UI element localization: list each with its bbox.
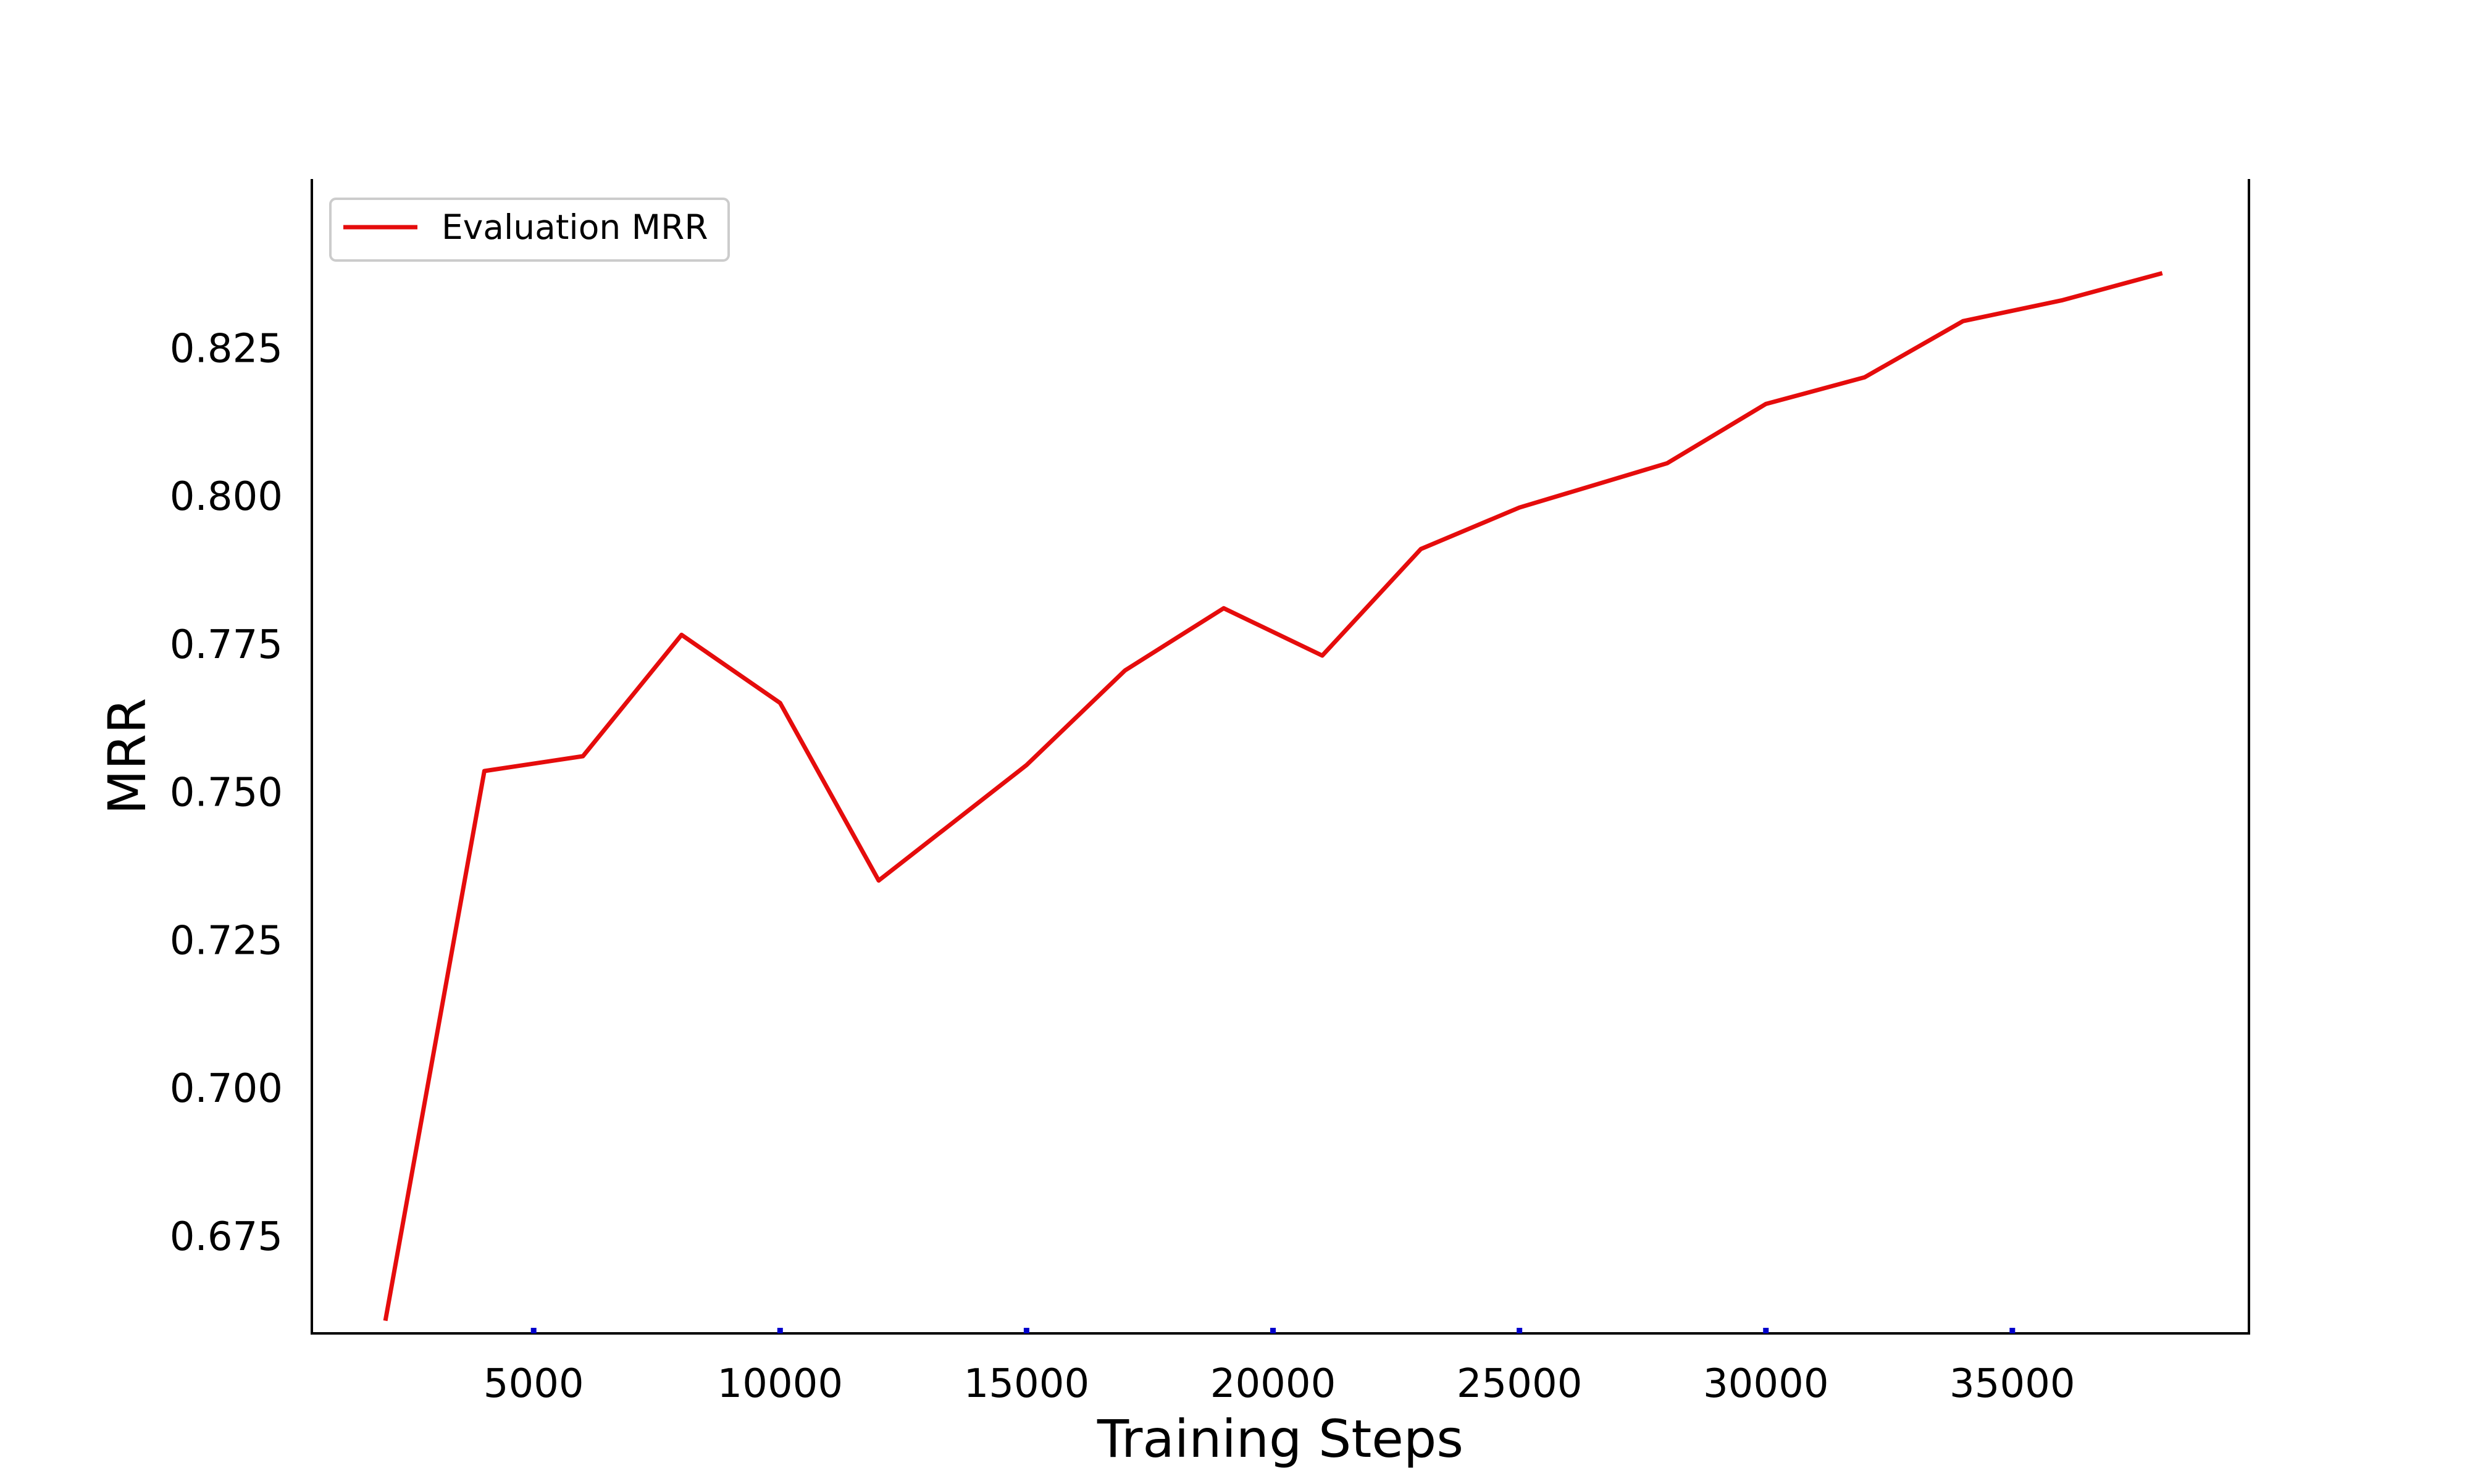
y-tick-label: 0.775: [170, 622, 283, 668]
x-tick-label: 35000: [1949, 1361, 2075, 1407]
legend: Evaluation MRR: [329, 198, 730, 262]
data-point: [484, 770, 485, 772]
labels-layer: Training Steps MRR: [97, 698, 1463, 1469]
x-axis-label: Training Steps: [1097, 1409, 1463, 1469]
x-tick-label: 10000: [718, 1361, 844, 1407]
y-axis-label: MRR: [97, 698, 157, 814]
x-tick-label: 5000: [484, 1361, 584, 1407]
data-point: [878, 880, 879, 881]
data-point: [1223, 607, 1225, 609]
series-line: [383, 271, 2163, 1322]
x-tick-label: 30000: [1703, 1361, 1829, 1407]
y-tick-label: 0.800: [170, 474, 283, 520]
legend-label: Evaluation MRR: [442, 207, 708, 247]
data-point: [1321, 655, 1323, 656]
data-point: [582, 756, 584, 757]
data-point: [2061, 300, 2062, 301]
ticks-layer: 5000 10000 15000 20000 25000 30000 35000 0.675 0…: [170, 326, 2075, 1407]
x-tick-label: 20000: [1210, 1361, 1336, 1407]
data-point: [1519, 507, 1520, 508]
x-tick-label: 25000: [1457, 1361, 1583, 1407]
y-tick-label: 0.750: [170, 770, 283, 816]
data-point: [1864, 377, 1865, 378]
data-point: [1962, 320, 1964, 322]
y-tick-label: 0.700: [170, 1066, 283, 1112]
y-tick-label: 0.675: [170, 1214, 283, 1260]
data-point: [1667, 462, 1668, 464]
x-tick-label: 15000: [964, 1361, 1090, 1407]
series-layer: [383, 271, 2163, 1322]
axes-layer: [311, 179, 2250, 1335]
y-tick-label: 0.825: [170, 326, 283, 372]
y-tick-label: 0.725: [170, 918, 283, 964]
data-point: [779, 702, 781, 704]
legend-box: [329, 198, 730, 262]
data-point: [2159, 273, 2161, 274]
